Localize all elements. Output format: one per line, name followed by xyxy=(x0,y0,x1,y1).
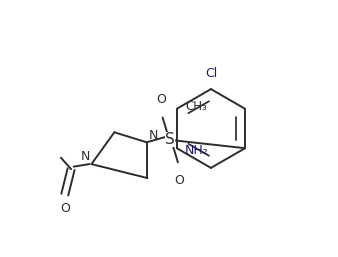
Text: N: N xyxy=(80,150,90,163)
Text: N: N xyxy=(149,129,159,142)
Text: O: O xyxy=(174,174,184,187)
Text: O: O xyxy=(60,202,70,215)
Text: Cl: Cl xyxy=(206,67,218,80)
Text: S: S xyxy=(165,132,175,148)
Text: O: O xyxy=(156,93,166,106)
Text: NH₂: NH₂ xyxy=(185,144,209,157)
Text: CH₃: CH₃ xyxy=(185,100,207,113)
